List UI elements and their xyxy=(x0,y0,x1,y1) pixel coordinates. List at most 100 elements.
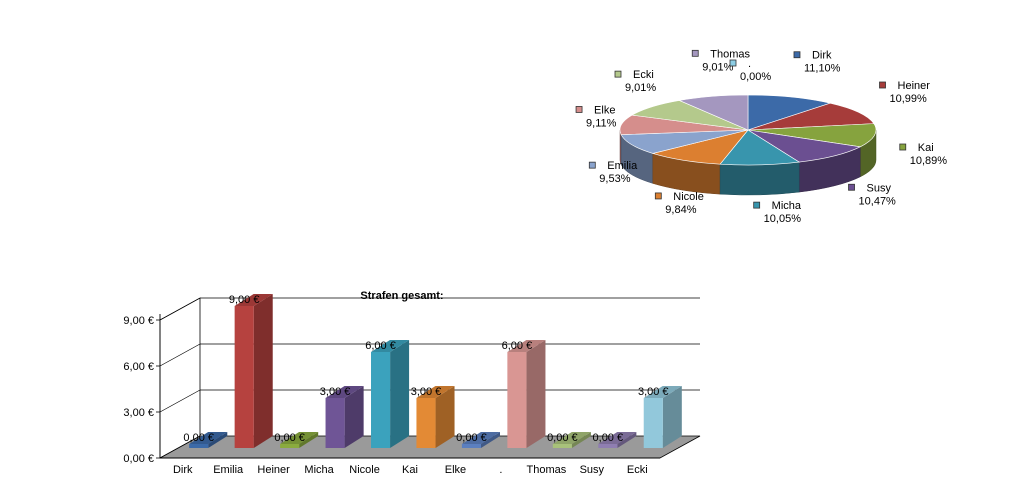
pie-label-percent: 11,10% xyxy=(804,63,841,75)
bar-side xyxy=(435,386,455,448)
gridline-depth xyxy=(159,389,201,413)
pie-legend-swatch xyxy=(753,201,761,209)
x-tick-label: . xyxy=(499,464,502,476)
bar-side xyxy=(253,294,273,448)
bar-value-label: 0,00 € xyxy=(456,432,487,444)
pie-legend-swatch xyxy=(588,161,596,169)
bar-side xyxy=(344,386,364,448)
bar-top xyxy=(189,432,228,444)
pie-label-.: .0,00% xyxy=(729,58,771,83)
bar-Thomas: 0,00 € Thomas xyxy=(526,432,591,476)
pie-label-name: Thomas xyxy=(710,48,750,60)
x-tick-label: Nicole xyxy=(349,464,380,476)
pie-slice-Dirk xyxy=(747,94,832,131)
pie-slice-Kai xyxy=(747,123,877,148)
bar-top xyxy=(371,340,410,352)
pie-legend-swatch xyxy=(691,49,699,57)
bar-top xyxy=(416,386,455,398)
pie-label-name: Kai xyxy=(918,142,934,154)
bar-front xyxy=(280,444,300,448)
bar-value-label: 6,00 € xyxy=(365,340,396,352)
x-tick-label: Susy xyxy=(580,464,605,476)
bar-Emilia: 9,00 € Emilia xyxy=(213,294,273,476)
bar-side xyxy=(571,432,591,448)
x-tick-label: Thomas xyxy=(526,464,566,476)
pie-label-name: Elke xyxy=(594,104,615,116)
pie-legend-swatch xyxy=(848,183,855,191)
x-tick-label: Kai xyxy=(402,464,418,476)
bar-value-label: 3,00 € xyxy=(411,386,442,398)
x-tick-label: Dirk xyxy=(173,464,193,476)
bar-front xyxy=(234,306,254,448)
bar-front xyxy=(371,352,391,448)
pie-label-percent: 10,99% xyxy=(890,93,928,105)
y-tick-label: 6,00 € xyxy=(123,361,154,373)
bar-Kai: 3,00 € Kai xyxy=(402,386,455,476)
bar-side xyxy=(390,340,410,448)
gridline-depth xyxy=(159,297,201,321)
y-tick-label: 3,00 € xyxy=(123,407,154,419)
bar-front xyxy=(552,444,572,448)
bar-top xyxy=(325,386,364,398)
bar-top xyxy=(234,294,273,306)
bar-value-label: 0,00 € xyxy=(593,432,624,444)
bar-value-label: 0,00 € xyxy=(274,432,305,444)
pie-slice-Micha xyxy=(719,129,801,166)
pie-slice-side-Micha xyxy=(719,161,800,196)
pie-slice-Emilia xyxy=(620,129,749,154)
pie-slice-Heiner xyxy=(747,102,875,131)
bar-front xyxy=(507,352,527,448)
pie-label-percent: 9,01% xyxy=(625,82,656,94)
pie-label-percent: 0,00% xyxy=(740,71,771,83)
bar-chart-svg: Strafen gesamt: 0,00 € 3,00 € 6,00 € 9,00 € 0… xyxy=(123,290,701,476)
bar-front xyxy=(643,398,663,448)
bar-top xyxy=(643,386,682,398)
bars: 0,00 € Dirk 9,00 € Emilia 0,00 € Heiner 3,00 €… xyxy=(173,294,682,476)
pie-legend-swatch xyxy=(899,143,907,151)
pie-slice-Nicole xyxy=(651,129,749,165)
pie-legend-swatch xyxy=(729,59,737,67)
bar-Micha: 3,00 € Micha xyxy=(304,386,364,476)
bar-side xyxy=(299,432,319,448)
bar-value-label: 9,00 € xyxy=(229,294,260,306)
bar-top xyxy=(461,432,500,444)
pie-legend-swatch xyxy=(575,106,583,113)
pie-label-name: Nicole xyxy=(673,191,704,203)
pie-labels: Dirk11,10%Heiner10,99%Kai10,89%Susy10,47… xyxy=(575,48,947,225)
pie-label-percent: 10,05% xyxy=(764,213,802,225)
bar-front xyxy=(598,444,618,448)
pie-label-percent: 9,11% xyxy=(586,117,617,129)
bar-Dirk: 0,00 € Dirk xyxy=(173,432,228,476)
pie-label-name: Dirk xyxy=(812,50,832,62)
bar-Heiner: 0,00 € Heiner xyxy=(257,432,319,476)
bar-side xyxy=(208,432,228,448)
y-tick-label: 9,00 € xyxy=(123,315,154,327)
pie-chart: Dirk 11,10% Heiner 10,99% Kai 10,89% Susy 10,47… xyxy=(0,0,1021,240)
bar-chart-title: Strafen gesamt: xyxy=(360,290,443,302)
bar-side xyxy=(526,340,546,448)
pie-label-name: Emilia xyxy=(607,160,638,172)
pie-slice-Thomas xyxy=(678,94,749,131)
pie-label-percent: 9,53% xyxy=(599,173,630,185)
pie-side-layer xyxy=(619,129,877,196)
pie-label-percent: 10,47% xyxy=(859,195,897,207)
bar-top xyxy=(280,432,319,444)
bar-value-label: 3,00 € xyxy=(320,386,351,398)
bar-side xyxy=(662,386,682,448)
pie-legend-swatch xyxy=(614,70,622,78)
x-tick-label: Micha xyxy=(304,464,334,476)
pie-top-layer xyxy=(619,94,877,166)
pie-legend-swatch xyxy=(654,192,662,200)
pie-slice-Susy xyxy=(747,129,862,163)
x-tick-label: Ecki xyxy=(627,464,648,476)
bar-dot: 6,00 €. xyxy=(499,340,546,476)
x-tick-label: Elke xyxy=(445,464,466,476)
bar-value-label: 0,00 € xyxy=(183,432,214,444)
bar-Nicole: 6,00 € Nicole xyxy=(349,340,410,476)
y-tick-label: 0,00 € xyxy=(123,453,154,465)
pie-legend-swatch xyxy=(793,51,801,59)
